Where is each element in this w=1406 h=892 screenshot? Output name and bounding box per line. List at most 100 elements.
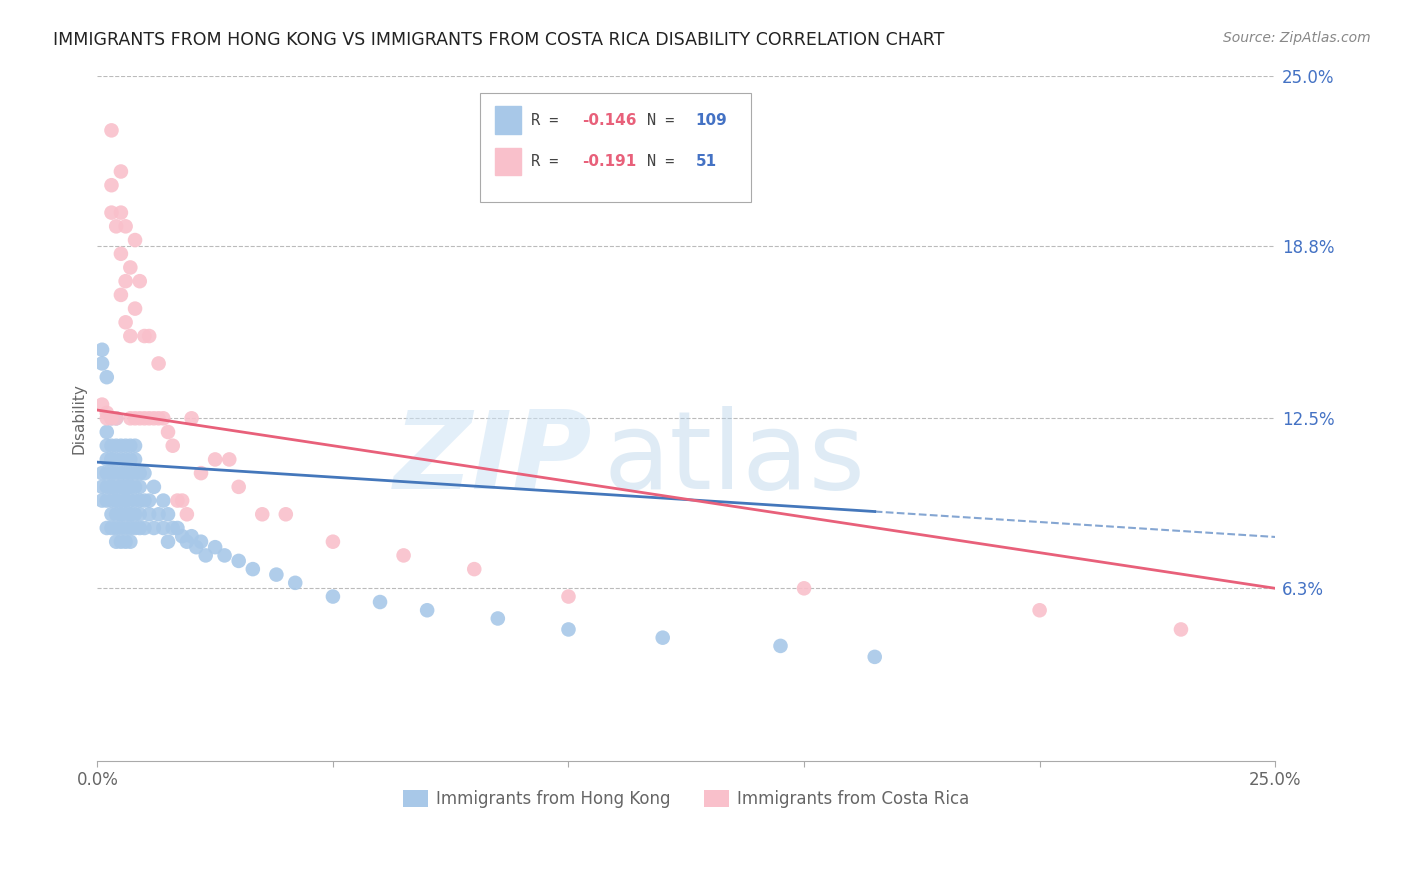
Point	[105, 219, 128, 234]
Text: -0.146: -0.146	[582, 112, 637, 128]
Point	[110, 164, 132, 178]
Point	[651, 631, 673, 645]
Point	[134, 466, 156, 480]
Point	[114, 480, 136, 494]
Point	[100, 205, 122, 219]
Point	[114, 521, 136, 535]
Point	[392, 549, 415, 563]
Point	[138, 329, 160, 343]
Text: N =: N =	[647, 112, 683, 128]
Y-axis label: Disability: Disability	[72, 383, 86, 454]
Point	[557, 590, 579, 604]
Bar	[495, 106, 522, 134]
Point	[120, 480, 142, 494]
Point	[368, 595, 391, 609]
Point	[266, 567, 288, 582]
Point	[152, 411, 174, 425]
Point	[128, 274, 150, 288]
Point	[100, 493, 122, 508]
Point	[134, 411, 156, 425]
Point	[142, 521, 165, 535]
Point	[96, 411, 118, 425]
Point	[96, 493, 118, 508]
Point	[128, 480, 150, 494]
Point	[110, 521, 132, 535]
Point	[110, 508, 132, 522]
Point	[96, 466, 118, 480]
Point	[105, 466, 128, 480]
Point	[100, 452, 122, 467]
Point	[120, 480, 142, 494]
Point	[124, 411, 146, 425]
Point	[148, 356, 170, 370]
Point	[190, 534, 212, 549]
Point	[120, 260, 142, 275]
Point	[128, 411, 150, 425]
Point	[180, 411, 202, 425]
Point	[105, 480, 128, 494]
Point	[274, 508, 297, 522]
Point	[194, 549, 217, 563]
Point	[96, 452, 118, 467]
Point	[100, 439, 122, 453]
Point	[124, 439, 146, 453]
Point	[148, 508, 170, 522]
Point	[100, 411, 122, 425]
Point	[96, 521, 118, 535]
Point	[105, 508, 128, 522]
Legend: Immigrants from Hong Kong, Immigrants from Costa Rica: Immigrants from Hong Kong, Immigrants fr…	[396, 783, 976, 814]
Point	[242, 562, 264, 576]
Bar	[495, 147, 522, 175]
Point	[124, 233, 146, 247]
Point	[105, 534, 128, 549]
Point	[128, 521, 150, 535]
Point	[100, 452, 122, 467]
FancyBboxPatch shape	[479, 93, 751, 202]
Point	[166, 493, 188, 508]
Point	[486, 611, 509, 625]
Point	[322, 590, 344, 604]
Point	[162, 521, 184, 535]
Point	[138, 411, 160, 425]
Point	[105, 411, 128, 425]
Point	[172, 529, 194, 543]
Point	[190, 466, 212, 480]
Point	[96, 439, 118, 453]
Point	[100, 466, 122, 480]
Point	[134, 493, 156, 508]
Point	[100, 480, 122, 494]
Point	[110, 288, 132, 302]
Point	[863, 649, 886, 664]
Point	[114, 493, 136, 508]
Point	[252, 508, 274, 522]
Point	[148, 411, 170, 425]
Point	[124, 466, 146, 480]
Point	[110, 466, 132, 480]
Point	[105, 439, 128, 453]
Point	[1028, 603, 1050, 617]
Point	[416, 603, 439, 617]
Point	[114, 274, 136, 288]
Point	[110, 452, 132, 467]
Point	[114, 508, 136, 522]
Point	[142, 480, 165, 494]
Point	[152, 521, 174, 535]
Point	[157, 425, 180, 439]
Point	[120, 329, 142, 343]
Point	[105, 493, 128, 508]
Point	[124, 301, 146, 316]
Point	[120, 452, 142, 467]
Point	[91, 466, 114, 480]
Point	[134, 329, 156, 343]
Point	[228, 554, 250, 568]
Point	[793, 582, 815, 596]
Point	[218, 452, 240, 467]
Point	[105, 521, 128, 535]
Point	[134, 521, 156, 535]
Point	[114, 315, 136, 329]
Point	[228, 480, 250, 494]
Text: R =: R =	[531, 153, 567, 169]
Point	[110, 508, 132, 522]
Point	[172, 493, 194, 508]
Point	[124, 493, 146, 508]
